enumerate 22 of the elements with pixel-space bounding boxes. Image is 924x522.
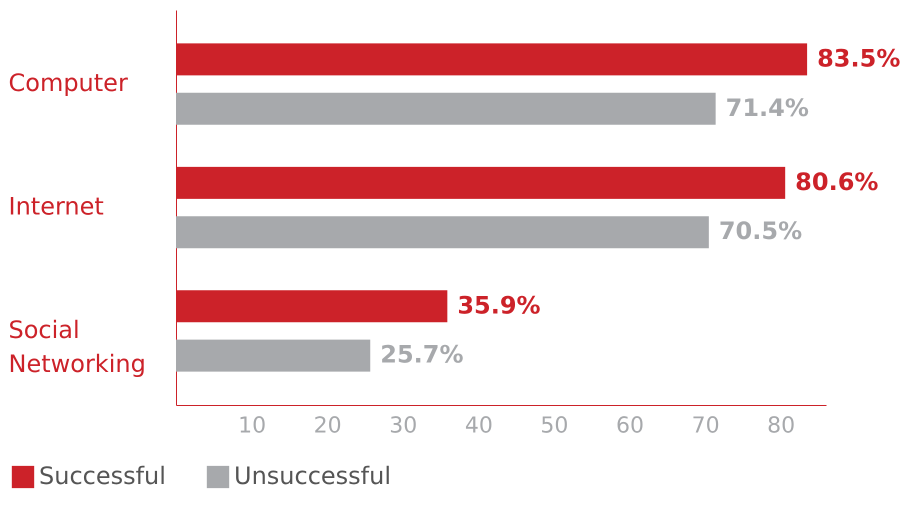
bar [176,216,709,248]
data-label: 25.7% [380,340,464,369]
y-tick-label: Social Networking [8,316,146,378]
legend-label: Successful [39,462,166,490]
bar [176,340,370,372]
data-label: 80.6% [795,168,878,196]
x-tick-label: 20 [314,414,342,438]
x-tick-label: 40 [464,414,493,438]
y-tick-label: Computer [8,69,128,98]
data-label: 70.5% [718,217,802,246]
x-tick-label: 80 [767,414,796,438]
x-tick-label: 50 [540,414,568,438]
x-tick-label: 70 [692,414,720,438]
bar [176,92,716,125]
legend-label: Unsuccessful [234,462,391,490]
data-label: 83.5% [817,44,900,72]
x-tick-label: 10 [238,414,266,438]
data-label: 71.4% [726,94,809,122]
x-tick-label: 60 [616,414,644,438]
x-tick-label: 30 [389,414,418,438]
data-label: 35.9% [457,291,541,320]
y-tick-label: Internet [8,192,104,220]
